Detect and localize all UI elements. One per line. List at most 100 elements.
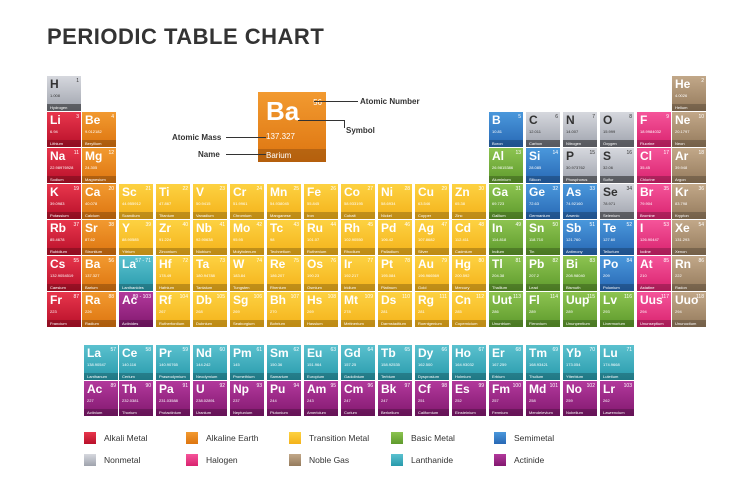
element-mass: 54.938045 [270, 201, 289, 206]
element-symbol: Ho [455, 346, 471, 360]
element-mass: 257 [492, 398, 499, 403]
element-name: Carbon [526, 140, 560, 147]
element-mass: 269 [233, 309, 240, 314]
element-tile-rh: Rh 45 102.90550 Rhodium [341, 220, 375, 255]
legend-swatch [391, 432, 403, 444]
element-number: 103 [623, 383, 632, 389]
element-number: 106 [253, 294, 262, 300]
element-name: Platinum [378, 284, 412, 291]
element-name: Hafnium [156, 284, 190, 291]
element-name: Actinides [119, 320, 153, 327]
element-name: Curium [341, 409, 375, 416]
element-mass: 40.078 [85, 201, 98, 206]
element-mass: 50.9415 [196, 201, 211, 206]
element-name: Manganese [267, 212, 301, 219]
element-tile-na: Na 11 22.98976928 Sodium [47, 148, 81, 183]
element-tile-tb: Tb 65 158.92535 Terbium [378, 345, 412, 380]
element-tile-rb: Rb 37 85.4678 Rubidium [47, 220, 81, 255]
element-name: Tellurium [600, 248, 634, 255]
element-symbol: Au [418, 257, 434, 271]
element-name: Lutetium [600, 373, 634, 380]
element-tile-hf: Hf 72 178.49 Hafnium [156, 256, 190, 291]
element-symbol: Bi [566, 257, 578, 271]
element-name: Osmium [304, 284, 338, 291]
element-mass: 238.02891 [196, 398, 215, 403]
element-symbol: Br [640, 185, 654, 199]
element-symbol: Ba [85, 257, 101, 271]
element-mass: 278 [344, 309, 351, 314]
element-symbol: F [640, 113, 648, 127]
element-tile-yb: Yb 70 173.054 Ytterbium [563, 345, 597, 380]
element-name: Erbium [489, 373, 523, 380]
element-mass: 15.999 [603, 129, 616, 134]
callout-atomic-mass: Atomic Mass [172, 133, 222, 142]
element-name: Technetium [267, 248, 301, 255]
element-mass: 208.98040 [566, 273, 585, 278]
element-number: 82 [552, 258, 558, 264]
element-number: 70 [589, 347, 595, 353]
element-mass: 286 [492, 309, 499, 314]
element-symbol: Ru [307, 221, 323, 235]
key-element-tile: Ba 56 137.327 Barium [258, 92, 326, 162]
element-mass: 244 [270, 398, 277, 403]
element-mass: 270 [270, 309, 277, 314]
element-tile-pd: Pd 46 106.42 Palladium [378, 220, 412, 255]
element-tile-la: La 57 - 71 Lanthanides [119, 256, 153, 291]
element-tile-ir: Ir 77 192.217 Iridium [341, 256, 375, 291]
element-symbol: Sr [85, 221, 98, 235]
element-name: Chlorine [637, 176, 671, 183]
element-tile-uut: Uut 113 286 Ununtrium [489, 292, 523, 327]
element-mass: 32.06 [603, 165, 614, 170]
element-number: 13 [515, 150, 521, 156]
element-name: Germanium [526, 212, 560, 219]
element-name: Krypton [672, 212, 706, 219]
legend-swatch [494, 454, 506, 466]
element-number: 59 [182, 347, 188, 353]
element-number: 87 [73, 294, 79, 300]
element-mass: 247 [344, 398, 351, 403]
element-number: 91 [182, 383, 188, 389]
element-tile-ga: Ga 31 69.723 Gallium [489, 184, 523, 219]
element-number: 44 [330, 222, 336, 228]
element-mass: 39.0983 [50, 201, 65, 206]
element-number: 61 [256, 347, 262, 353]
element-name: Vanadium [193, 212, 227, 219]
legend-swatch [494, 432, 506, 444]
element-tile-th: Th 90 232.0381 Thorium [119, 381, 153, 416]
element-number: 8 [629, 114, 632, 120]
element-number: 69 [552, 347, 558, 353]
element-symbol: Pt [381, 257, 393, 271]
element-symbol: Er [492, 346, 505, 360]
element-mass: 132.9054519 [50, 273, 74, 278]
element-symbol: Ce [122, 346, 138, 360]
element-symbol: Tm [529, 346, 547, 360]
element-symbol: Cu [418, 185, 434, 199]
element-number: 96 [367, 383, 373, 389]
element-mass: 145 [233, 362, 240, 367]
element-tile-pu: Pu 94 244 Plutonium [267, 381, 301, 416]
element-mass: 78.971 [603, 201, 616, 206]
element-number: 115 [587, 294, 595, 300]
element-tile-os: Os 76 190.23 Osmium [304, 256, 338, 291]
element-symbol: Uus [640, 293, 663, 307]
element-tile-nb: Nb 41 92.90638 Niobium [193, 220, 227, 255]
element-symbol: Lv [603, 293, 618, 307]
element-symbol: Cr [233, 185, 247, 199]
element-tile-re: Re 75 186.207 Rhenium [267, 256, 301, 291]
element-name: Strontium [82, 248, 116, 255]
element-mass: 26.9815386 [492, 165, 514, 170]
element-tile-mg: Mg 12 24.305 Magnesium [82, 148, 116, 183]
element-mass: 51.9961 [233, 201, 248, 206]
element-symbol: Cf [418, 382, 431, 396]
element-symbol: Fm [492, 382, 510, 396]
legend-label: Alkali Metal [104, 433, 148, 443]
element-symbol: Pa [159, 382, 174, 396]
element-number: 3 [76, 114, 79, 120]
element-symbol: Zn [455, 185, 470, 199]
element-mass: 200.592 [455, 273, 470, 278]
element-symbol: Ag [418, 221, 434, 235]
element-number: 17 [663, 150, 669, 156]
element-name: Rutherfordium [156, 320, 190, 327]
element-number: 34 [626, 186, 632, 192]
element-tile-lu: Lu 71 174.9668 Lutetium [600, 345, 634, 380]
